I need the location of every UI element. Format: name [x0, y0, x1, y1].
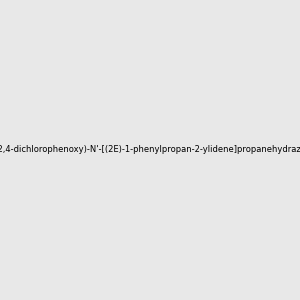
Text: 2-(2,4-dichlorophenoxy)-N'-[(2E)-1-phenylpropan-2-ylidene]propanehydrazide: 2-(2,4-dichlorophenoxy)-N'-[(2E)-1-pheny…	[0, 146, 300, 154]
